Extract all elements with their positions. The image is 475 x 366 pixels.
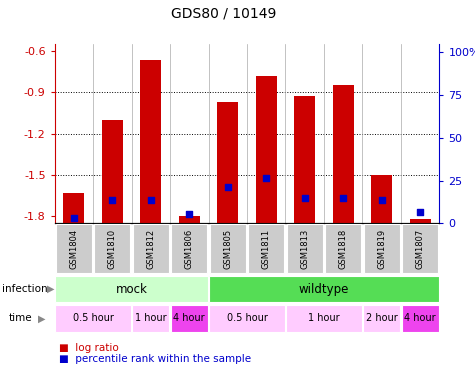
Text: GSM1813: GSM1813: [300, 229, 309, 269]
Text: GSM1805: GSM1805: [223, 229, 232, 269]
Text: GSM1819: GSM1819: [377, 229, 386, 269]
Bar: [209, 276, 438, 302]
Bar: [409, 219, 431, 223]
Text: infection: infection: [2, 284, 48, 294]
Point: [262, 175, 270, 181]
Text: 2 hour: 2 hour: [366, 313, 398, 324]
Bar: [402, 224, 438, 273]
Text: mock: mock: [115, 283, 148, 296]
Bar: [56, 276, 208, 302]
Text: ■  percentile rank within the sample: ■ percentile rank within the sample: [59, 354, 251, 364]
Point: [416, 210, 424, 216]
Text: GSM1811: GSM1811: [262, 229, 271, 269]
Bar: [171, 224, 208, 273]
Text: 0.5 hour: 0.5 hour: [73, 313, 114, 324]
Text: ▶: ▶: [38, 313, 46, 324]
Text: time: time: [9, 313, 32, 324]
Point: [108, 197, 116, 203]
Text: 0.5 hour: 0.5 hour: [227, 313, 267, 324]
Bar: [133, 305, 169, 332]
Text: ■  log ratio: ■ log ratio: [59, 343, 119, 353]
Bar: [209, 224, 246, 273]
Bar: [56, 224, 92, 273]
Bar: [332, 85, 354, 223]
Bar: [56, 305, 131, 332]
Point: [339, 195, 347, 201]
Bar: [363, 224, 400, 273]
Bar: [286, 305, 361, 332]
Bar: [286, 224, 323, 273]
Text: 1 hour: 1 hour: [308, 313, 340, 324]
Bar: [171, 305, 208, 332]
Bar: [133, 224, 169, 273]
Text: GSM1812: GSM1812: [146, 229, 155, 269]
Bar: [248, 224, 285, 273]
Bar: [402, 305, 438, 332]
Text: GSM1810: GSM1810: [108, 229, 117, 269]
Text: 1 hour: 1 hour: [135, 313, 167, 324]
Text: 4 hour: 4 hour: [404, 313, 436, 324]
Bar: [140, 60, 162, 223]
Bar: [294, 96, 315, 223]
Bar: [371, 175, 392, 223]
Bar: [256, 76, 277, 223]
Bar: [363, 305, 400, 332]
Point: [301, 195, 309, 201]
Bar: [179, 216, 200, 223]
Text: wildtype: wildtype: [299, 283, 349, 296]
Point: [224, 184, 231, 190]
Bar: [63, 193, 85, 223]
Text: GDS80 / 10149: GDS80 / 10149: [171, 6, 276, 20]
Bar: [102, 120, 123, 223]
Point: [147, 197, 154, 203]
Text: ▶: ▶: [47, 284, 54, 294]
Text: 4 hour: 4 hour: [173, 313, 205, 324]
Text: GSM1818: GSM1818: [339, 229, 348, 269]
Text: GSM1806: GSM1806: [185, 229, 194, 269]
Text: GSM1807: GSM1807: [416, 229, 425, 269]
Point: [378, 197, 385, 203]
Bar: [94, 224, 131, 273]
Point: [185, 211, 193, 217]
Bar: [217, 102, 238, 223]
Bar: [325, 224, 361, 273]
Bar: [209, 305, 285, 332]
Text: GSM1804: GSM1804: [69, 229, 78, 269]
Point: [70, 215, 77, 221]
